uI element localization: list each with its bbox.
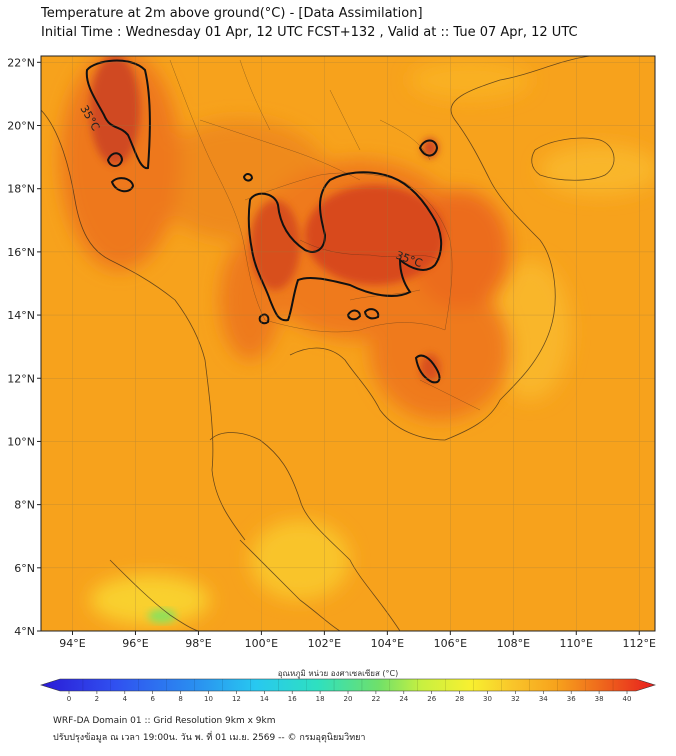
lat-tick-label: 18°N [7, 183, 35, 196]
lat-tick-label: 22°N [7, 56, 35, 69]
lon-tick-label: 108°E [497, 637, 530, 650]
cool-zones [90, 60, 655, 625]
chart-subtitle: Initial Time : Wednesday 01 Apr, 12 UTC … [41, 25, 578, 40]
graticule [41, 56, 655, 631]
contour-west-small-2 [110, 177, 135, 193]
lat-tick-label: 4°N [14, 625, 35, 638]
contour-small-6 [363, 308, 380, 320]
colorbar-label: อุณหภูมิ หน่วย องศาเซลเซียส (°C) [277, 669, 399, 678]
borders [169, 59, 481, 411]
contour-south [414, 354, 441, 384]
lat-tick-label: 16°N [7, 246, 35, 259]
colorbar-bar [40, 678, 656, 692]
contour-west-small-1 [106, 152, 124, 167]
plot-frame [40, 55, 656, 632]
colorbar-ticks: 0 2 4 6 8 10 12 14 16 18 20 22 24 26 28 30 32 34 36 38 40 [67, 679, 632, 703]
lon-tick-label: 106°E [434, 637, 467, 650]
colorbar-tick-label: 12 [232, 695, 241, 703]
lat-tick-label: 20°N [7, 120, 35, 133]
colorbar-tick-label: 38 [595, 695, 604, 703]
lon-tick-label: 98°E [185, 637, 211, 650]
footer-update-info: ปรับปรุงข้อมูล ณ เวลา 19:00น. วัน พ. ที่… [53, 733, 366, 743]
contour-east-small [418, 139, 439, 157]
contour-small-5 [346, 309, 362, 321]
colorbar-tick-label: 24 [399, 695, 408, 703]
colorbar-tick-label: 2 [95, 695, 99, 703]
colorbar-tick-label: 6 [150, 695, 155, 703]
contour-small-3 [242, 173, 254, 182]
lon-tick-label: 112°E [623, 637, 656, 650]
lat-tick-label: 8°N [14, 499, 35, 512]
temperature-field: 35°C 35°C [41, 56, 655, 631]
contour-central [247, 171, 443, 322]
colorbar-tick-label: 8 [178, 695, 182, 703]
colorbar-tick-label: 4 [123, 695, 128, 703]
colorbar-tick-label: 22 [371, 695, 380, 703]
lon-tick-label: 110°E [560, 637, 593, 650]
contour-small-4 [258, 313, 270, 325]
colorbar-tick-label: 28 [455, 695, 464, 703]
contour-west [85, 59, 151, 170]
lon-tick-label: 100°E [245, 637, 278, 650]
colorbar-tick-label: 0 [67, 695, 71, 703]
colorbar-tick-label: 20 [344, 695, 353, 703]
lat-tick-label: 6°N [14, 562, 35, 575]
lon-tick-label: 104°E [371, 637, 404, 650]
cool-patches [148, 609, 176, 623]
chart-title: Temperature at 2m above ground(°C) - [Da… [41, 6, 423, 21]
colorbar-tick-label: 32 [511, 695, 520, 703]
colorbar-tick-label: 34 [539, 695, 548, 703]
contours-35c [85, 59, 443, 384]
lat-tick-label: 10°N [7, 435, 35, 448]
longitude-axis: 94°E 96°E 98°E 100°E 102°E 104°E 106°E 108°E 110… [59, 631, 656, 650]
green-patch [148, 609, 176, 623]
colorbar-tick-label: 30 [483, 695, 492, 703]
coastlines [41, 56, 615, 631]
colorbar: 0 2 4 6 8 10 12 14 16 18 20 22 24 26 28 30 32 34 36 38 40 [40, 678, 656, 703]
lat-tick-label: 12°N [7, 372, 35, 385]
hot-zones [90, 56, 445, 382]
latitude-axis: 22°N 20°N 18°N 16°N 14°N 12°N 10°N 8°N 6°N 4°N [7, 56, 41, 638]
footer-model-info: WRF-DA Domain 01 :: Grid Resolution 9km … [53, 716, 276, 726]
lon-tick-label: 102°E [308, 637, 341, 650]
colorbar-tick-label: 10 [204, 695, 213, 703]
colorbar-tick-label: 14 [260, 695, 269, 703]
lat-tick-label: 14°N [7, 309, 35, 322]
colorbar-tick-label: 36 [567, 695, 576, 703]
colorbar-tick-label: 16 [288, 695, 297, 703]
lon-tick-label: 96°E [122, 637, 148, 650]
lon-tick-label: 94°E [59, 637, 85, 650]
colorbar-tick-label: 26 [427, 695, 436, 703]
colorbar-tick-label: 40 [623, 695, 632, 703]
colorbar-tick-label: 18 [316, 695, 325, 703]
